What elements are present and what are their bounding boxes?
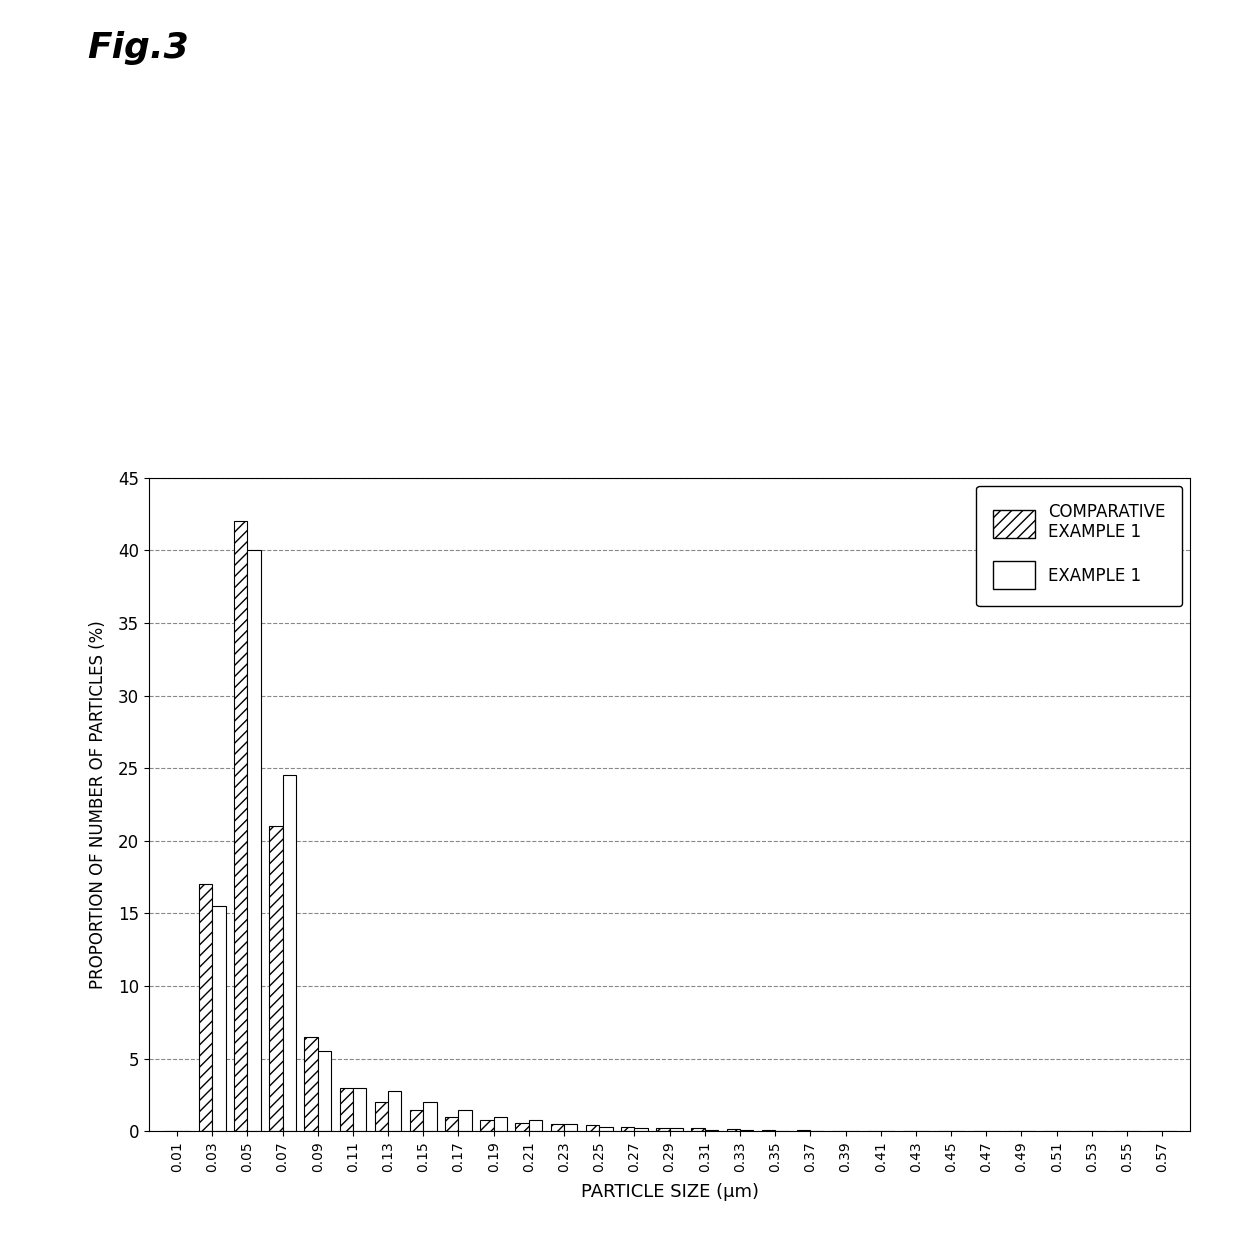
Text: Fig.3: Fig.3 xyxy=(87,31,188,65)
Bar xyxy=(692,1129,704,1131)
Bar xyxy=(564,1124,578,1131)
Bar xyxy=(761,1130,775,1131)
Bar xyxy=(621,1128,635,1131)
Bar xyxy=(388,1091,402,1131)
Bar xyxy=(727,1129,740,1131)
Bar xyxy=(304,1037,317,1131)
Bar xyxy=(585,1125,599,1131)
Bar xyxy=(353,1087,366,1131)
Legend: COMPARATIVE
EXAMPLE 1, EXAMPLE 1: COMPARATIVE EXAMPLE 1, EXAMPLE 1 xyxy=(976,486,1182,606)
Bar xyxy=(374,1102,388,1131)
X-axis label: PARTICLE SIZE (μm): PARTICLE SIZE (μm) xyxy=(580,1183,759,1200)
Bar xyxy=(283,776,296,1131)
Bar xyxy=(423,1102,436,1131)
Bar xyxy=(234,522,247,1131)
Bar xyxy=(494,1116,507,1131)
Bar xyxy=(516,1123,528,1131)
Bar xyxy=(480,1120,494,1131)
Bar xyxy=(797,1130,811,1131)
Bar xyxy=(317,1051,331,1131)
Bar xyxy=(212,906,226,1131)
Bar xyxy=(551,1124,564,1131)
Bar xyxy=(670,1129,683,1131)
Bar xyxy=(198,885,212,1131)
Bar xyxy=(635,1129,647,1131)
Bar xyxy=(247,551,260,1131)
Bar xyxy=(740,1130,754,1131)
Bar xyxy=(340,1087,353,1131)
Bar xyxy=(445,1116,459,1131)
Bar xyxy=(528,1120,542,1131)
Bar xyxy=(410,1110,423,1131)
Bar xyxy=(269,826,283,1131)
Bar xyxy=(656,1129,670,1131)
Bar xyxy=(459,1110,472,1131)
Bar xyxy=(599,1128,613,1131)
Bar xyxy=(704,1130,718,1131)
Y-axis label: PROPORTION OF NUMBER OF PARTICLES (%): PROPORTION OF NUMBER OF PARTICLES (%) xyxy=(89,620,107,989)
